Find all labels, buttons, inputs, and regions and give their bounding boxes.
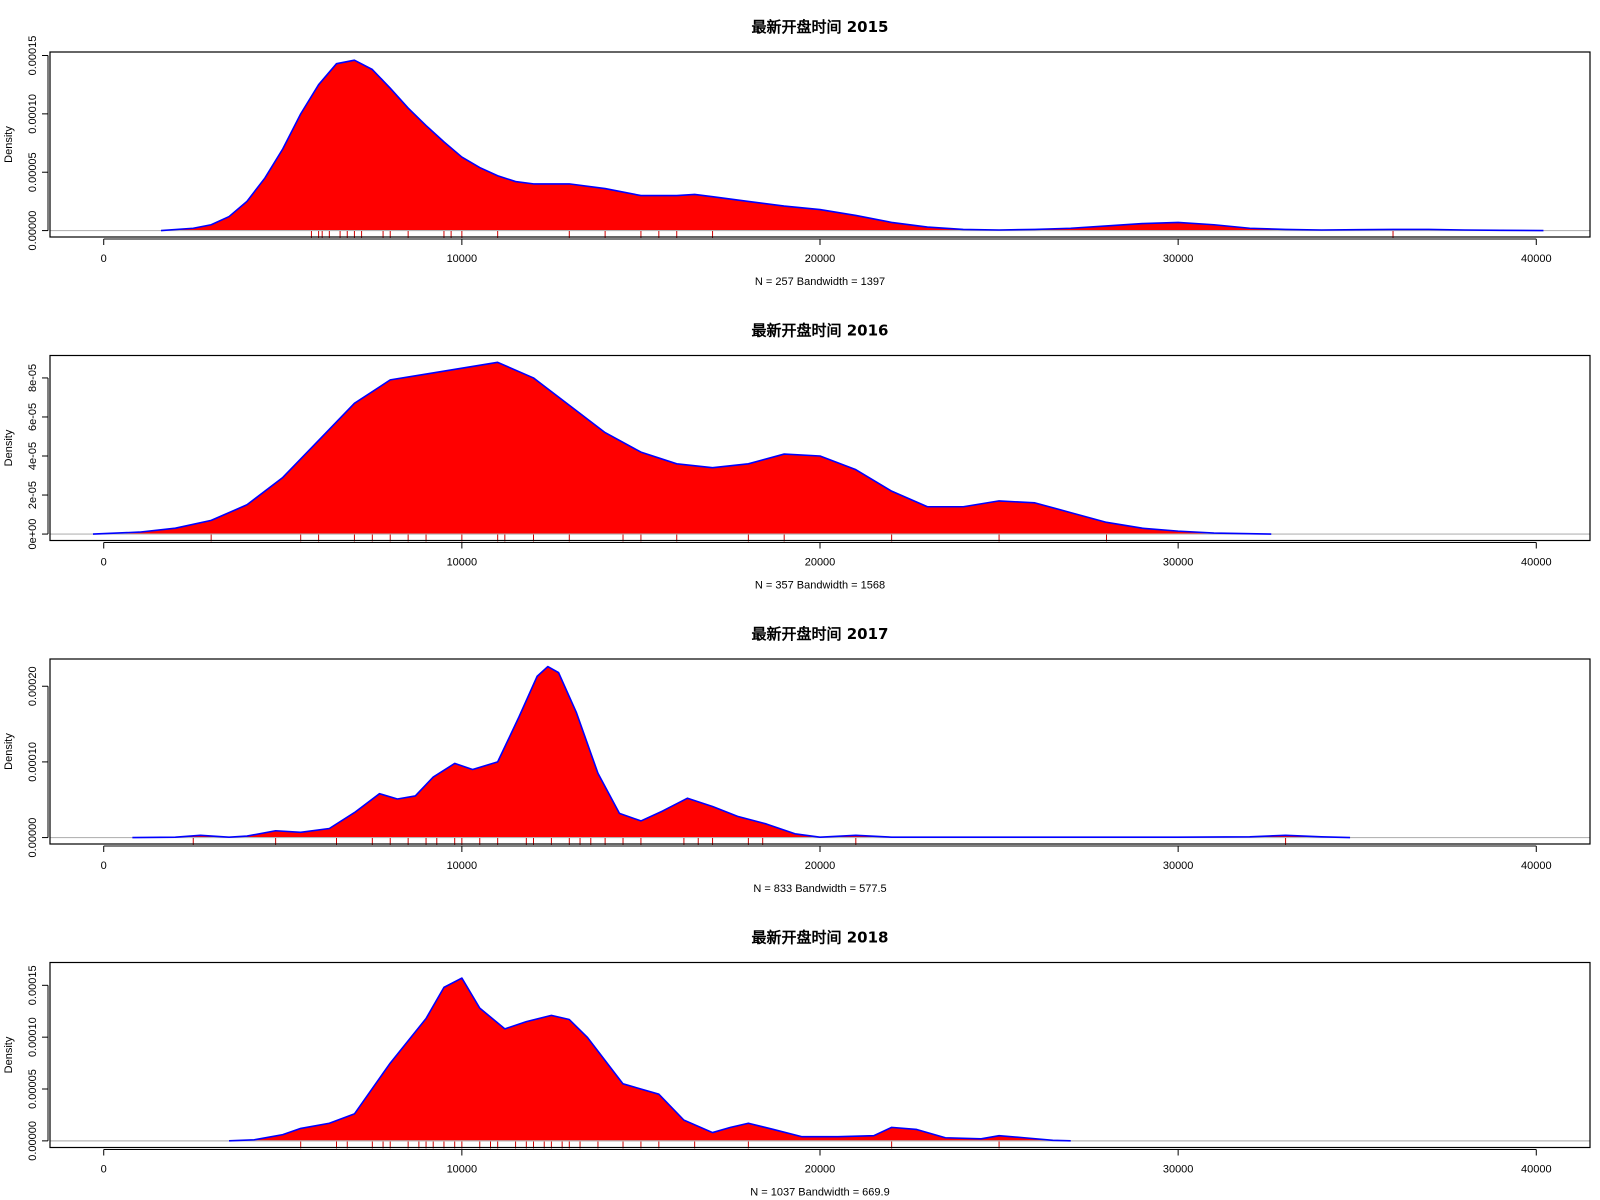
x-tick-label: 30000 [1163,860,1194,872]
x-axis-label: N = 257 Bandwidth = 1397 [755,276,885,288]
panel-title: 最新开盘时间 2017 [752,625,889,643]
x-axis-label: N = 833 Bandwidth = 577.5 [753,883,886,895]
panel-title: 最新开盘时间 2016 [752,322,889,340]
plot-frame [49,51,1591,238]
x-tick-label: 0 [101,557,107,569]
y-tick-label: 4e-05 [27,442,39,470]
x-tick-label: 10000 [447,253,478,265]
density-area [161,60,1544,231]
y-tick-label: 0.00015 [27,36,39,76]
y-axis-label: Density [3,429,15,466]
x-tick-label: 30000 [1163,253,1194,265]
panel-title: 最新开盘时间 2018 [752,929,889,947]
x-tick-label: 10000 [447,1164,478,1176]
x-tick-label: 40000 [1521,253,1552,265]
y-axis-label: Density [3,126,15,163]
plot-frame [49,961,1591,1149]
x-tick-label: 0 [101,253,107,265]
y-tick-label: 8e-05 [27,364,39,392]
x-axis-label: N = 1037 Bandwidth = 669.9 [750,1187,889,1199]
y-tick-label: 0.00010 [27,742,39,782]
x-tick-label: 0 [101,860,107,872]
density-area [132,666,1351,838]
y-tick-label: 0.00005 [27,1069,39,1109]
y-tick-label: 0.00020 [27,666,39,706]
x-tick-label: 10000 [447,557,478,569]
x-tick-label: 30000 [1163,1164,1194,1176]
density-panel: 最新开盘时间 2015 0 10000 20000 30000 40000 N = 257 … [3,18,1591,288]
y-tick-label: 0.00000 [27,211,39,251]
x-tick-label: 40000 [1521,1164,1552,1176]
y-tick-label: 0.00010 [27,94,39,134]
density-area [229,978,1071,1141]
density-panel: 最新开盘时间 2016 0 10000 20000 30000 40000 N = 357 … [3,322,1591,592]
y-tick-label: 0.00015 [27,965,39,1005]
y-tick-label: 2e-05 [27,481,39,509]
density-line [229,977,1071,1142]
y-tick-label: 0.00000 [27,818,39,858]
x-axis-label: N = 357 Bandwidth = 1568 [755,580,885,592]
x-tick-label: 40000 [1521,557,1552,569]
y-axis-label: Density [3,1036,15,1073]
x-tick-label: 40000 [1521,860,1552,872]
x-tick-label: 0 [101,1164,107,1176]
x-tick-label: 20000 [805,253,836,265]
x-tick-label: 10000 [447,860,478,872]
y-tick-label: 6e-05 [27,403,39,431]
y-tick-label: 0.00010 [27,1017,39,1057]
x-tick-label: 20000 [805,860,836,872]
y-tick-label: 0.00005 [27,152,39,192]
density-panel: 最新开盘时间 2017 0 10000 20000 30000 40000 N = 833 … [3,625,1591,895]
y-tick-label: 0.00000 [27,1121,39,1161]
y-tick-label: 0e+00 [27,519,39,550]
density-line [92,361,1272,535]
y-axis-label: Density [3,733,15,770]
plot-frame [49,354,1591,542]
panel-title: 最新开盘时间 2015 [752,18,889,36]
density-line [160,59,1544,232]
density-line [132,665,1351,839]
density-area [92,362,1272,535]
x-tick-label: 20000 [805,1164,836,1176]
x-tick-label: 20000 [805,557,836,569]
density-panel: 最新开盘时间 2018 0 10000 20000 30000 40000 N = 1037… [3,929,1591,1199]
x-tick-label: 30000 [1163,557,1194,569]
plot-frame [49,658,1591,845]
